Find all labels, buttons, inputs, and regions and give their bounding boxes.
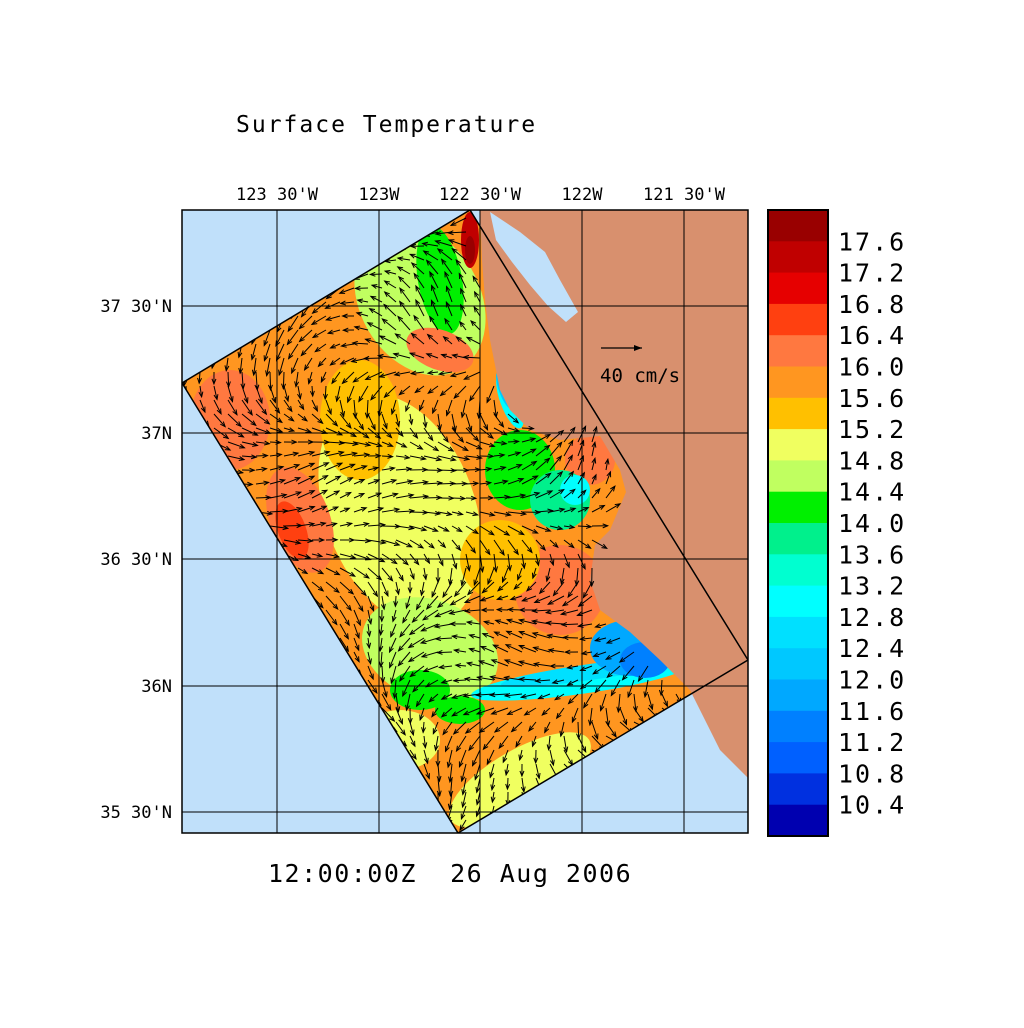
velocity-arrowhead xyxy=(169,623,174,627)
y-tick-label: 36N xyxy=(141,677,172,697)
colorbar-swatch xyxy=(768,805,828,837)
colorbar: 17.6 17.216.816.4 16.015.615.214.8 14.414.0… xyxy=(768,210,906,837)
colorbar-swatch xyxy=(768,680,828,712)
x-tick-label: 122W xyxy=(562,185,604,205)
colorbar-label: 17.2 xyxy=(838,259,906,288)
colorbar-swatch xyxy=(768,304,828,336)
colorbar-swatch xyxy=(768,554,828,586)
colorbar-label: 13.6 xyxy=(838,540,906,569)
colorbar-label: 11.6 xyxy=(838,697,906,726)
velocity-arrowhead xyxy=(172,595,177,599)
colorbar-label: 12.8 xyxy=(838,603,906,632)
time-label: 12:00:00Z 26 Aug 2006 xyxy=(268,859,632,888)
colorbar-label: 10.4 xyxy=(838,791,906,820)
colorbar-swatch xyxy=(768,648,828,680)
temperature-region xyxy=(465,236,475,264)
colorbar-swatch xyxy=(768,398,828,430)
colorbar-label: 15.6 xyxy=(838,384,906,413)
colorbar-label: 12.4 xyxy=(838,634,906,663)
colorbar-label: 14.4 xyxy=(838,478,906,507)
velocity-arrowhead xyxy=(171,657,176,661)
colorbar-swatch xyxy=(768,273,828,305)
y-tick-label: 36 30'N xyxy=(100,550,172,570)
y-tick-label: 35 30'N xyxy=(100,803,172,823)
colorbar-label: 11.2 xyxy=(838,728,906,757)
colorbar-label: 14.0 xyxy=(838,509,906,538)
colorbar-label: 17.6 xyxy=(838,227,906,256)
chart-title: Surface Temperature xyxy=(236,112,537,138)
vector-legend-label: 40 cm/s xyxy=(600,365,680,387)
x-tick-label: 121 30'W xyxy=(643,185,726,205)
velocity-arrowhead xyxy=(751,806,755,811)
colorbar-swatch xyxy=(768,523,828,555)
colorbar-swatch xyxy=(768,367,828,399)
colorbar-swatch xyxy=(768,617,828,649)
velocity-arrowhead xyxy=(169,639,174,643)
x-tick-label: 123W xyxy=(359,185,401,205)
colorbar-swatch xyxy=(768,241,828,273)
colorbar-label: 16.0 xyxy=(838,353,906,382)
colorbar-swatch xyxy=(768,492,828,524)
y-tick-label: 37 30'N xyxy=(100,297,172,317)
colorbar-label: 16.8 xyxy=(838,290,906,319)
x-tick-label: 123 30'W xyxy=(236,185,319,205)
colorbar-label: 16.4 xyxy=(838,321,906,350)
colorbar-label: 14.8 xyxy=(838,446,906,475)
colorbar-swatch xyxy=(768,711,828,743)
temperature-region xyxy=(435,696,485,724)
colorbar-label: 10.8 xyxy=(838,759,906,788)
colorbar-swatch xyxy=(768,335,828,367)
colorbar-swatch xyxy=(768,586,828,618)
colorbar-label: 12.0 xyxy=(838,666,906,695)
colorbar-swatch xyxy=(768,460,828,492)
colorbar-swatch xyxy=(768,210,828,242)
colorbar-swatch xyxy=(768,429,828,461)
colorbar-swatch xyxy=(768,773,828,805)
velocity-arrowhead xyxy=(175,675,180,680)
colorbar-swatch xyxy=(768,742,828,774)
colorbar-label: 13.2 xyxy=(838,572,906,601)
velocity-arrowhead xyxy=(170,608,175,612)
colorbar-label: 15.2 xyxy=(838,415,906,444)
y-tick-label: 37N xyxy=(141,424,172,444)
velocity-arrowhead xyxy=(174,582,179,586)
x-tick-label: 122 30'W xyxy=(439,185,522,205)
